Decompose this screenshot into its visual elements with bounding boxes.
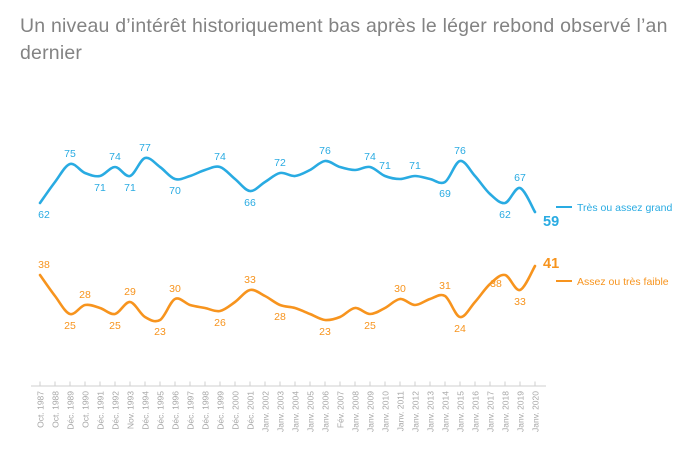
legend-item-tres-ou-assez-grand: Très ou assez grand [556,202,672,214]
data-label: 72 [274,157,286,169]
x-axis-label: Janv. 2014 [441,391,451,432]
data-label: 59 [543,214,559,230]
data-label: 25 [364,320,376,332]
x-axis-label: Oct. 1987 [36,391,46,428]
x-axis-label: Janv. 2005 [306,391,316,432]
x-axis-label: Janv. 2003 [276,391,286,432]
data-label: 38 [38,259,50,271]
series-line-1 [38,264,537,323]
x-axis-label: Janv. 2009 [366,391,376,432]
data-label: 28 [79,289,91,301]
data-label: 33 [244,274,256,286]
data-label: 66 [244,197,256,209]
data-label: 30 [394,283,406,295]
data-label: 74 [214,151,226,163]
data-label: 31 [439,280,451,292]
x-axis-label: Janv. 2018 [501,391,511,432]
data-label: 23 [154,326,166,338]
x-axis-label: Janv. 2016 [471,391,481,432]
data-label: 69 [439,188,451,200]
page-title-line-2: dernier [20,42,83,64]
data-label: 71 [379,160,391,172]
data-label: 71 [94,182,106,194]
legend-label-orange: Assez ou très faible [577,276,669,288]
data-label: 29 [124,286,136,298]
series-line-0 [38,156,537,214]
data-label: 76 [454,145,466,157]
x-axis-label: Janv. 2013 [426,391,436,432]
x-axis-label: Déc. 1995 [156,391,166,430]
x-axis-label: Janv. 2015 [456,391,466,432]
x-axis-label: Fév. 2007 [336,391,346,428]
legend-item-assez-ou-tres-faible: Assez ou très faible [556,276,669,288]
data-label: 33 [514,296,526,308]
page-title-line-1: Un niveau d’intérêt historiquement bas a… [20,15,668,37]
x-axis-label: Janv. 2019 [516,391,526,432]
data-label: 62 [499,209,511,221]
x-axis-label: Janv. 2012 [411,391,421,432]
data-label: 67 [514,172,526,184]
data-label: 30 [169,283,181,295]
x-axis-label: Déc. 1996 [171,391,181,430]
data-label: 76 [319,145,331,157]
data-label: 38 [490,278,502,290]
data-label: 70 [169,185,181,197]
x-axis-label: Nov. 1993 [126,391,136,429]
data-label: 24 [454,323,466,335]
x-axis-label: Oct. 1988 [51,391,61,428]
x-axis-label: Janv. 2011 [396,391,406,432]
data-label: 71 [124,182,136,194]
x-axis-label: Janv. 2017 [486,391,496,432]
x-axis-label: Janv. 2020 [531,391,541,432]
x-axis-label: Janv. 2008 [351,391,361,432]
x-axis-label: Janv. 2002 [261,391,271,432]
data-label: 23 [319,326,331,338]
x-axis-label: Janv. 2006 [321,391,331,432]
x-axis-label: Déc. 1994 [141,391,151,430]
data-label: 77 [139,142,151,154]
x-axis-label: Déc. 1992 [111,391,121,430]
data-label: 71 [409,160,421,172]
x-axis-label: Déc. 1997 [186,391,196,430]
data-label: 75 [64,148,76,160]
x-axis-label: Déc. 1998 [201,391,211,430]
data-label: 28 [274,311,286,323]
legend-dash-icon [556,280,572,282]
page-title: Un niveau d’intérêt historiquement bas a… [20,13,682,67]
x-axis-label: Janv. 2004 [291,391,301,432]
legend-dash-icon [556,206,572,208]
x-axis-label: Oct. 1990 [81,391,91,428]
data-label: 41 [543,256,559,272]
data-label: 26 [214,317,226,329]
data-label: 25 [109,320,121,332]
x-axis-label: Déc. 1989 [66,391,76,430]
x-axis-label: Déc. 2001 [246,391,256,430]
data-label: 74 [364,151,376,163]
data-label: 25 [64,320,76,332]
x-axis-label: Janv. 2010 [381,391,391,432]
data-label: 74 [109,151,121,163]
legend-label-blue: Très ou assez grand [577,202,673,214]
x-axis-label: Déc. 2000 [231,391,241,430]
x-axis-label: Déc. 1999 [216,391,226,430]
data-label: 62 [38,209,50,221]
x-axis-label: Déc. 1991 [96,391,106,430]
